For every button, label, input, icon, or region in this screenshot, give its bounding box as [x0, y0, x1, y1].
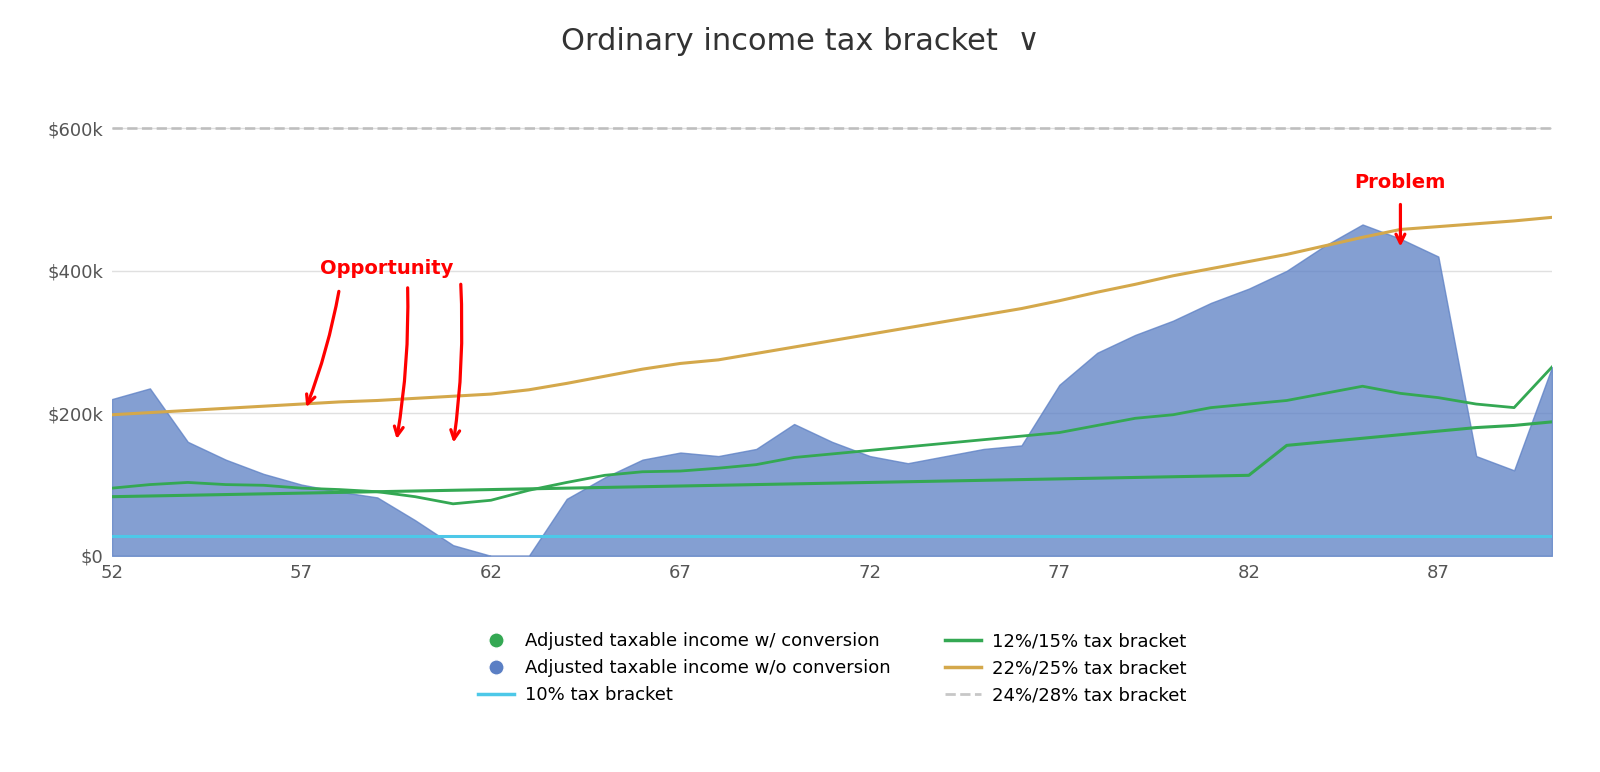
- Legend: Adjusted taxable income w/ conversion, Adjusted taxable income w/o conversion, 1: Adjusted taxable income w/ conversion, A…: [470, 625, 1194, 712]
- Text: Opportunity: Opportunity: [320, 259, 454, 278]
- Text: Problem: Problem: [1355, 174, 1446, 192]
- Text: Ordinary income tax bracket  ∨: Ordinary income tax bracket ∨: [560, 27, 1040, 56]
